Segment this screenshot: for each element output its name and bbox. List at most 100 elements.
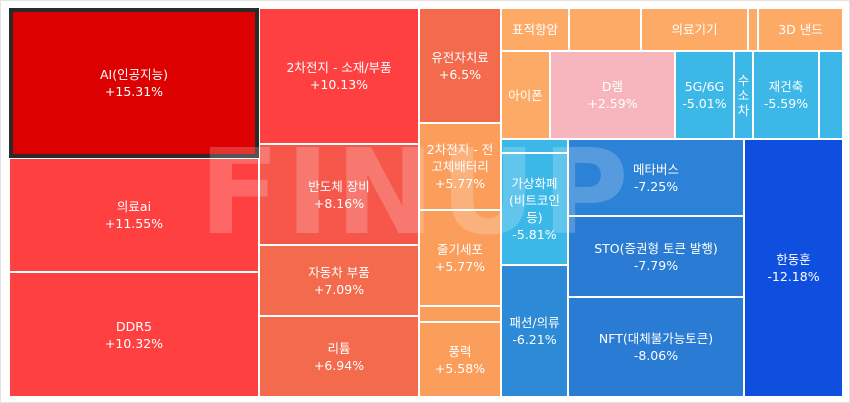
treemap-tile-label: 유전자치료 xyxy=(431,49,489,65)
treemap-tile-unlabeled-13[interactable] xyxy=(569,8,641,51)
treemap-tile-label: 5G/6G xyxy=(684,79,725,94)
treemap-tile-ddr5[interactable]: DDR5 +10.32% xyxy=(9,272,259,397)
treemap-tile-text: 리튬 +6.94% xyxy=(312,340,366,374)
treemap-tile-label: 재건축 xyxy=(768,79,804,94)
treemap-tile-text: 패션/의류 -6.21% xyxy=(507,314,561,348)
treemap-tile-text: 표적항암 xyxy=(510,21,560,38)
treemap-tile-label: 리튬 xyxy=(327,340,351,356)
treemap-tile-change: -7.79% xyxy=(633,257,679,273)
treemap-tile-가상화폐-비트코인-등[interactable]: 가상화폐(비트코인 등) -5.81% xyxy=(501,153,568,265)
treemap-tile-change: +7.09% xyxy=(313,281,365,297)
treemap-tile-text: 자동차 부품 +7.09% xyxy=(306,264,371,298)
treemap-tile-change: +15.31% xyxy=(104,84,164,99)
treemap-tile-메타버스[interactable]: 메타버스 -7.25% xyxy=(568,139,744,216)
treemap-tile-text: 수소차 xyxy=(736,73,752,118)
treemap-tile-nft-대체불가능토큰[interactable]: NFT(대체불가능토큰) -8.06% xyxy=(568,297,744,397)
treemap-tile-2차전지-전고체배터리[interactable]: 2차전지 - 전고체배터리 +5.77% xyxy=(419,123,501,210)
treemap-tile-label: 의료기기 xyxy=(671,22,718,37)
treemap-tile-text: 재건축 -5.59% xyxy=(762,78,810,112)
treemap-tile-change: +2.59% xyxy=(587,96,638,111)
treemap-tile-text: 메타버스 -7.25% xyxy=(631,161,681,195)
treemap-tile-d램[interactable]: D램 +2.59% xyxy=(550,51,675,139)
treemap-tile-유전자치료[interactable]: 유전자치료 +6.5% xyxy=(419,8,501,123)
treemap-tile-text: 2차전지 - 전고체배터리 +5.77% xyxy=(422,141,498,192)
treemap-tile-5g-6g[interactable]: 5G/6G -5.01% xyxy=(675,51,734,139)
treemap-tile-change: +10.13% xyxy=(309,77,369,92)
treemap-tile-label: 수소차 xyxy=(737,72,750,118)
treemap-tile-리튬[interactable]: 리튬 +6.94% xyxy=(259,316,419,397)
treemap-tile-unlabeled-24[interactable] xyxy=(501,139,568,153)
treemap-tile-ai-인공지능[interactable]: AI(인공지능) +15.31% xyxy=(9,8,259,158)
treemap-tile-label: 패션/의류 xyxy=(509,315,560,330)
treemap-tile-아이폰[interactable]: 아이폰 xyxy=(501,51,550,139)
treemap-tile-text: D램 +2.59% xyxy=(585,78,639,112)
treemap-tile-수소차[interactable]: 수소차 xyxy=(734,51,753,139)
treemap-tile-2차전지-소재-부품[interactable]: 2차전지 - 소재/부품 +10.13% xyxy=(259,8,419,144)
treemap-tile-change: -5.01% xyxy=(682,96,727,111)
treemap-tile-sto-증권형-토큰-발행[interactable]: STO(증권형 토큰 발행) -7.79% xyxy=(568,216,744,297)
treemap-tile-change: -8.06% xyxy=(633,348,679,363)
treemap-tile-text: 가상화폐(비트코인 등) -5.81% xyxy=(504,175,565,243)
treemap-tile-change: +5.77% xyxy=(434,176,486,191)
treemap-tile-text: STO(증권형 토큰 발행) -7.79% xyxy=(592,240,720,274)
treemap-tile-의료ai[interactable]: 의료ai +11.55% xyxy=(9,158,259,272)
treemap-tile-change: -7.25% xyxy=(633,178,679,194)
treemap-tile-label: AI(인공지능) xyxy=(100,67,168,82)
treemap-tile-unlabeled-10[interactable] xyxy=(419,306,501,322)
treemap-tile-label: 의료ai xyxy=(116,199,152,214)
treemap-tile-text: NFT(대체불가능토큰) -8.06% xyxy=(597,330,715,364)
treemap-tile-재건축[interactable]: 재건축 -5.59% xyxy=(753,51,819,139)
treemap-tile-풍력[interactable]: 풍력 +5.58% xyxy=(419,322,501,397)
treemap-tile-label: 표적항암 xyxy=(511,22,558,37)
treemap-tile-text: 유전자치료 +6.5% xyxy=(429,49,491,83)
treemap-tile-label: NFT(대체불가능토큰) xyxy=(598,331,714,346)
treemap-tile-label: DDR5 xyxy=(116,318,152,334)
treemap-tile-change: -5.59% xyxy=(763,96,809,111)
treemap-tile-text: 의료ai +11.55% xyxy=(103,198,165,232)
treemap-tile-text: 줄기세포 +5.77% xyxy=(433,241,487,275)
treemap-tile-text: 아이폰 xyxy=(506,87,545,104)
treemap-tile-change: +5.77% xyxy=(434,259,486,274)
treemap-tile-text: AI(인공지능) +15.31% xyxy=(98,66,170,100)
treemap-tile-자동차-부품[interactable]: 자동차 부품 +7.09% xyxy=(259,245,419,316)
treemap-tile-label: 자동차 부품 xyxy=(308,264,370,280)
treemap-tile-label: 줄기세포 xyxy=(436,242,483,257)
treemap-tile-text: 5G/6G -5.01% xyxy=(680,78,728,112)
treemap-tile-text: DDR5 +10.32% xyxy=(103,318,165,352)
treemap-tile-패션-의류[interactable]: 패션/의류 -6.21% xyxy=(501,265,568,397)
treemap-tile-label: 2차전지 - 전고체배터리 xyxy=(426,142,494,174)
treemap-tile-text: 2차전지 - 소재/부품 +10.13% xyxy=(284,59,393,93)
treemap-tile-change: +10.32% xyxy=(104,335,164,351)
treemap-tile-text: 3D 낸드 xyxy=(776,21,825,38)
treemap-tile-unlabeled-15[interactable] xyxy=(748,8,758,51)
treemap-tile-change: +6.94% xyxy=(313,357,365,373)
treemap-tile-change: +6.5% xyxy=(438,66,482,82)
treemap-tile-label: D램 xyxy=(601,79,624,94)
treemap-tile-label: 한동훈 xyxy=(776,252,811,267)
treemap-tile-한동훈[interactable]: 한동훈 -12.18% xyxy=(744,139,843,397)
treemap-tile-label: 풍력 xyxy=(448,343,472,359)
treemap-tile-change: -6.21% xyxy=(512,332,557,347)
treemap-tile-label: 반도체 장비 xyxy=(308,178,370,194)
treemap-tile-label: 3D 낸드 xyxy=(778,22,823,37)
treemap-tile-label: 아이폰 xyxy=(508,87,543,103)
treemap-tile-text: 한동훈 -12.18% xyxy=(765,251,821,285)
treemap-tile-change: +8.16% xyxy=(313,195,365,211)
treemap-tile-change: +11.55% xyxy=(104,216,164,231)
treemap-tile-text: 풍력 +5.58% xyxy=(433,343,487,377)
treemap-tile-3d-낸드[interactable]: 3D 낸드 xyxy=(758,8,843,51)
treemap-tile-change: -12.18% xyxy=(767,269,820,284)
treemap-tile-표적항암[interactable]: 표적항암 xyxy=(501,8,569,51)
treemap-tile-change: -5.81% xyxy=(512,227,557,242)
treemap-tile-label: 2차전지 - 소재/부품 xyxy=(286,60,392,75)
treemap-tile-unlabeled-22[interactable] xyxy=(819,51,843,139)
treemap-tile-label: 가상화폐(비트코인 등) xyxy=(509,176,560,225)
treemap-tile-label: STO(증권형 토큰 발행) xyxy=(594,240,718,256)
treemap-tile-text: 반도체 장비 +8.16% xyxy=(306,178,371,212)
treemap-tile-반도체-장비[interactable]: 반도체 장비 +8.16% xyxy=(259,144,419,245)
treemap-tile-줄기세포[interactable]: 줄기세포 +5.77% xyxy=(419,210,501,306)
treemap-tile-label: 메타버스 xyxy=(632,161,679,177)
treemap-tile-text: 의료기기 xyxy=(669,21,719,38)
treemap-tile-의료기기[interactable]: 의료기기 xyxy=(641,8,748,51)
